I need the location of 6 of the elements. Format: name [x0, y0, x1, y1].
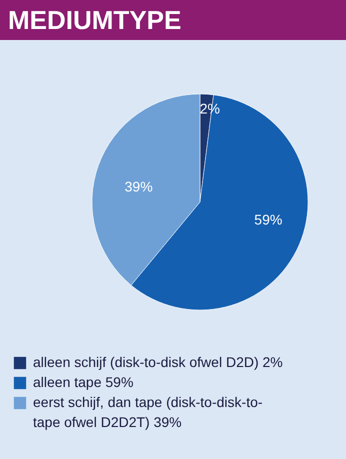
data-label: 59%	[254, 212, 282, 228]
legend-label: alleen schijf (disk-to-disk ofwel D2D) 2%	[33, 354, 283, 370]
legend-label: alleen tape 59%	[33, 374, 134, 390]
legend-label: eerst schijf, dan tape (disk-to-disk-to-tape ofwel D2D2T) 39%	[33, 394, 263, 430]
data-label: 39%	[124, 178, 153, 194]
chart-title: MEDIUMTYPE	[8, 5, 182, 35]
